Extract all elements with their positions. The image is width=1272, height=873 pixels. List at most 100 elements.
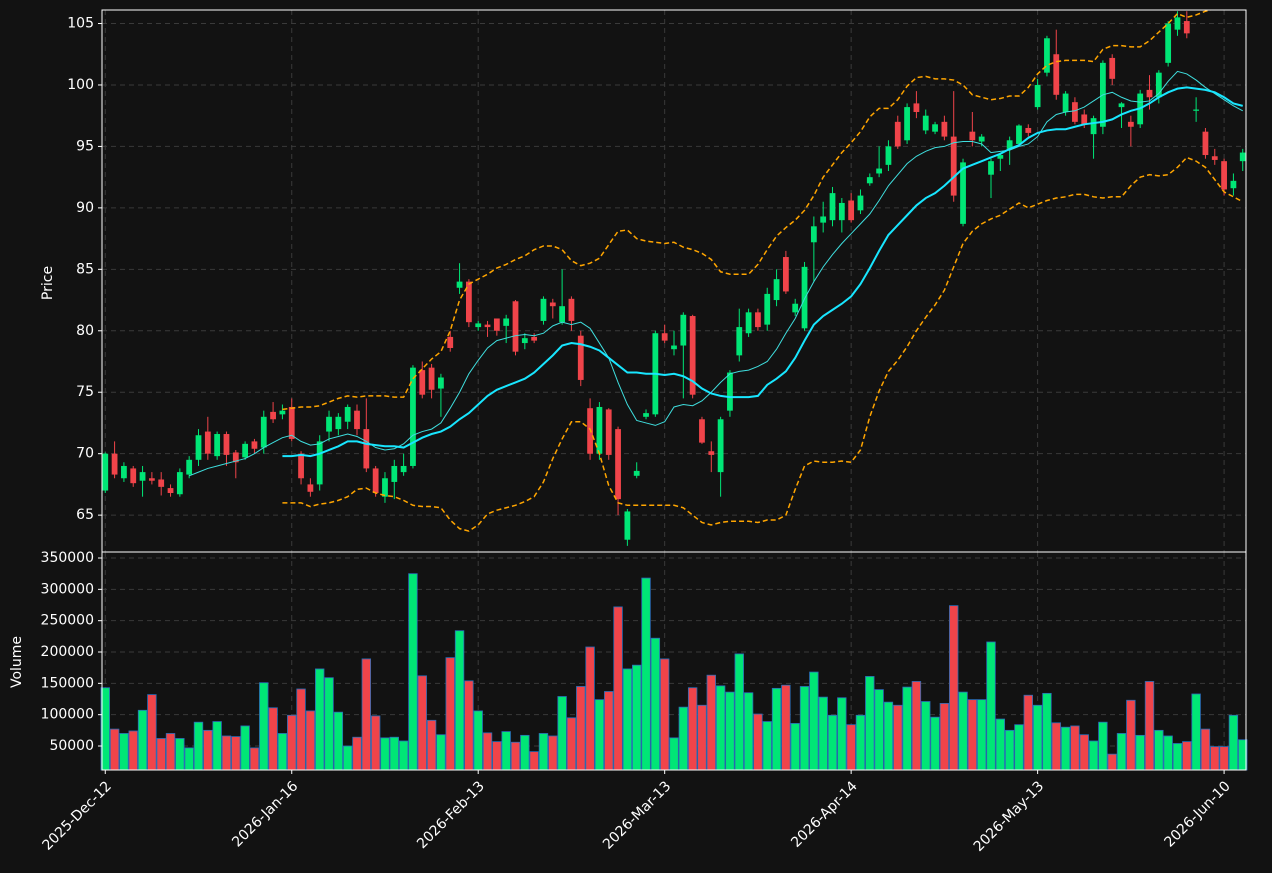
candle-body [335, 416, 342, 430]
candle-body [1146, 89, 1153, 98]
candle-body [643, 413, 649, 417]
indicator-line [282, 156, 1244, 532]
candle-body [1239, 152, 1246, 162]
volume-tick-label: 100000 [41, 707, 94, 723]
volume-bar [305, 710, 316, 771]
candle-body [1230, 180, 1237, 189]
indicator-line [282, 10, 1214, 411]
volume-bar [1191, 693, 1201, 771]
volume-bar [557, 696, 567, 771]
candle-body [326, 416, 332, 432]
candle-body [204, 431, 211, 454]
volume-bar [352, 736, 362, 771]
volume-bar [566, 717, 577, 771]
volume-bar [1042, 692, 1052, 771]
candle-body [298, 453, 304, 479]
y-tick-label: 100 [67, 77, 94, 93]
candle-body [419, 370, 426, 395]
candle-body [111, 453, 118, 475]
volume-bar [818, 696, 828, 771]
volume-bar [315, 668, 325, 771]
volume-bar [212, 721, 222, 771]
y-tick-label: 90 [76, 200, 94, 216]
candle-body [531, 336, 538, 341]
volume-frame [101, 551, 1247, 771]
candle-body [176, 472, 183, 495]
volume-bar [193, 721, 204, 771]
volume-bar [370, 715, 381, 771]
candle-body [950, 136, 957, 196]
candle-body [1109, 57, 1116, 79]
volume-bar [436, 734, 446, 771]
candle-body [1118, 103, 1125, 108]
volume-bar [1126, 699, 1136, 771]
candle-body [848, 200, 855, 221]
volume-bar [268, 707, 278, 771]
candle-body [540, 298, 547, 321]
candle-body [102, 453, 109, 491]
candle-body [596, 406, 603, 454]
candle-body [167, 488, 174, 494]
volume-bar [604, 691, 614, 771]
candle-body [671, 345, 677, 350]
volume-bar [175, 738, 185, 771]
volume-bar [184, 747, 194, 771]
candle-body [484, 324, 491, 328]
candle-body [782, 257, 789, 292]
volume-bar [473, 710, 483, 771]
candle-body [260, 416, 267, 448]
volume-bar [622, 668, 633, 771]
volume-bar [809, 671, 819, 771]
candle-body [661, 333, 668, 341]
volume-bar [949, 605, 959, 771]
volume-bar [790, 723, 800, 771]
candle-body [615, 429, 621, 500]
volume-bar [1098, 721, 1108, 771]
volume-bar [1144, 681, 1155, 771]
volume-bar [995, 718, 1006, 771]
candle-body [1193, 109, 1200, 111]
volume-bar [855, 714, 866, 771]
volume-tick-label: 250000 [41, 613, 94, 629]
candle-body [904, 107, 910, 141]
volume-bar [1135, 734, 1145, 771]
volume-bar [687, 687, 698, 771]
volume-bar [967, 699, 978, 771]
volume-bar [398, 740, 409, 771]
candle-body [876, 168, 883, 174]
candle-body [475, 323, 482, 328]
volume-bar [781, 684, 791, 771]
y-tick-label: 75 [76, 384, 94, 400]
price-panel [102, 10, 1246, 546]
candle-body [251, 441, 258, 449]
volume-tick-label: 200000 [41, 644, 94, 660]
volume-bar [296, 688, 306, 771]
volume-bar [520, 734, 530, 771]
volume-bar [958, 691, 968, 771]
candle-body [605, 409, 612, 455]
volume-bar [137, 709, 148, 771]
candle-body [232, 452, 239, 463]
volume-bar [1051, 722, 1061, 771]
candle-body [689, 316, 696, 395]
volume-bar [324, 677, 334, 771]
volume-bar [259, 682, 269, 771]
volume-bar [342, 745, 353, 771]
candle-body [1062, 93, 1069, 113]
volume-bar [650, 637, 661, 771]
candle-body [829, 193, 836, 221]
candle-body [1072, 102, 1078, 122]
volume-bar [827, 714, 838, 771]
volume-bar [389, 736, 399, 771]
candle-body [969, 131, 976, 141]
candle-body [195, 435, 202, 460]
volume-bar [1228, 714, 1239, 771]
volume-bar [1182, 741, 1192, 771]
volume-bar [1163, 735, 1173, 771]
volume-bar [1116, 733, 1127, 771]
volume-bar [249, 747, 260, 771]
candle-body [1006, 140, 1013, 149]
y-tick-label: 70 [76, 446, 94, 462]
candle-body [447, 336, 454, 348]
candle-body [633, 470, 640, 476]
